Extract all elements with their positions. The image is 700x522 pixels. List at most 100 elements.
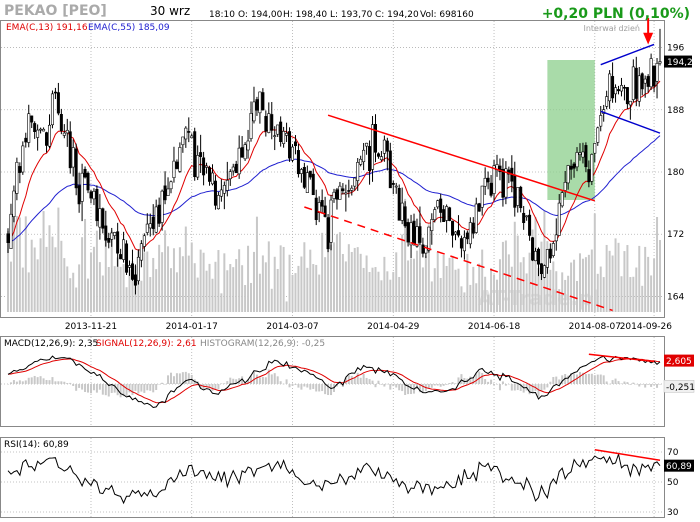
candle-body [622,86,626,89]
candle-body [646,76,650,87]
histogram-bar [587,373,590,384]
histogram-bar [555,376,558,384]
histogram-bar [187,373,190,384]
candle-body [231,166,235,172]
candle-body [104,225,108,241]
candle-body [98,208,102,228]
volume-bar [107,266,110,312]
volume-bar [398,276,401,312]
volume-bar [611,255,614,312]
volume-bar [484,276,487,312]
histogram-bar [498,384,501,391]
candle-body [356,162,360,181]
macd-panel: 2,605 -0,251 MACD(12,26,9): 2,35SIGNAL(12,… [1,337,695,426]
volume-bar [324,257,327,312]
candle-body [649,58,653,88]
channel-upper-line [600,43,655,66]
histogram-bar [158,384,161,385]
candle-body [519,186,523,209]
candle-body [385,140,389,152]
volume-bar [122,264,125,312]
volume-bar [45,246,48,312]
volume-bar [119,266,122,312]
volume-bar [454,269,457,312]
histogram-bar [599,374,602,384]
volume-bar [57,207,60,312]
candle-body [531,237,535,261]
candle-body [329,199,333,243]
histogram-bar [656,384,659,388]
volume-bar [15,215,18,312]
histogram-bar [247,379,250,384]
volume-bar [330,244,333,312]
volume-bar [54,247,57,312]
candle-body [216,195,220,210]
volume-bar [608,250,611,312]
histogram-bar [285,379,288,384]
candle-body [341,188,345,192]
candle-body [483,177,487,187]
candle-body [122,239,126,260]
candle-body [619,85,623,92]
candle-body [427,226,431,251]
histogram-bar [365,377,368,384]
candle-body [560,192,564,207]
volume-bar [199,249,202,312]
candle-body [154,206,158,233]
histogram-bar [433,384,436,386]
rsi-divergence-line [594,449,661,461]
volume-bar [513,221,516,312]
candle-body [445,206,449,221]
volume-bar [7,230,9,312]
candle-body [504,168,508,198]
signal-value-label: 2,605 [666,357,692,367]
histogram-bar [576,374,579,384]
volume-bar [84,218,87,312]
candle-body [36,129,40,138]
volume-bar [175,272,178,312]
histogram-bar [72,384,75,386]
candle-body [459,238,463,249]
volume-bar [531,229,534,312]
candle-body [225,180,229,191]
volume-bar [460,286,463,312]
volume-bar [510,266,513,312]
volume-bar [116,257,119,312]
histogram-bar [15,381,18,384]
volume-bar [282,246,285,312]
volume-bar [226,270,229,312]
rsi-tick-label: 50 [667,478,679,488]
candle-body [291,146,295,161]
candle-body [421,244,425,254]
volume-bar [365,255,368,312]
histogram-bar [24,380,27,384]
candle-body [83,168,87,178]
volume-bar [315,264,318,312]
histogram-bar [401,384,404,392]
candle-body [47,124,51,147]
volume-bar [493,274,496,312]
candle-body [480,185,484,208]
volume-bar [113,266,116,312]
candle-body [617,89,621,92]
candle-body [433,209,437,221]
candle-body [288,131,292,159]
volume-bar [24,216,27,312]
candle-body [252,101,256,122]
histogram-bar [407,384,410,395]
histogram-bar [220,383,223,384]
histogram-bar [439,384,442,387]
candle-body [133,274,137,286]
candle-body [563,182,567,191]
macd-legend: MACD(12,26,9): 2,35 [4,339,98,349]
volume-bar [564,279,567,312]
volume-bar [421,267,424,312]
volume-bar [466,253,469,312]
candle-body [282,131,286,144]
candle-body [148,223,152,229]
volume-bar [427,224,430,312]
volume-bar [18,217,21,312]
histogram-bar [84,384,87,392]
volume-bar [445,265,448,312]
histogram-bar [199,384,202,389]
